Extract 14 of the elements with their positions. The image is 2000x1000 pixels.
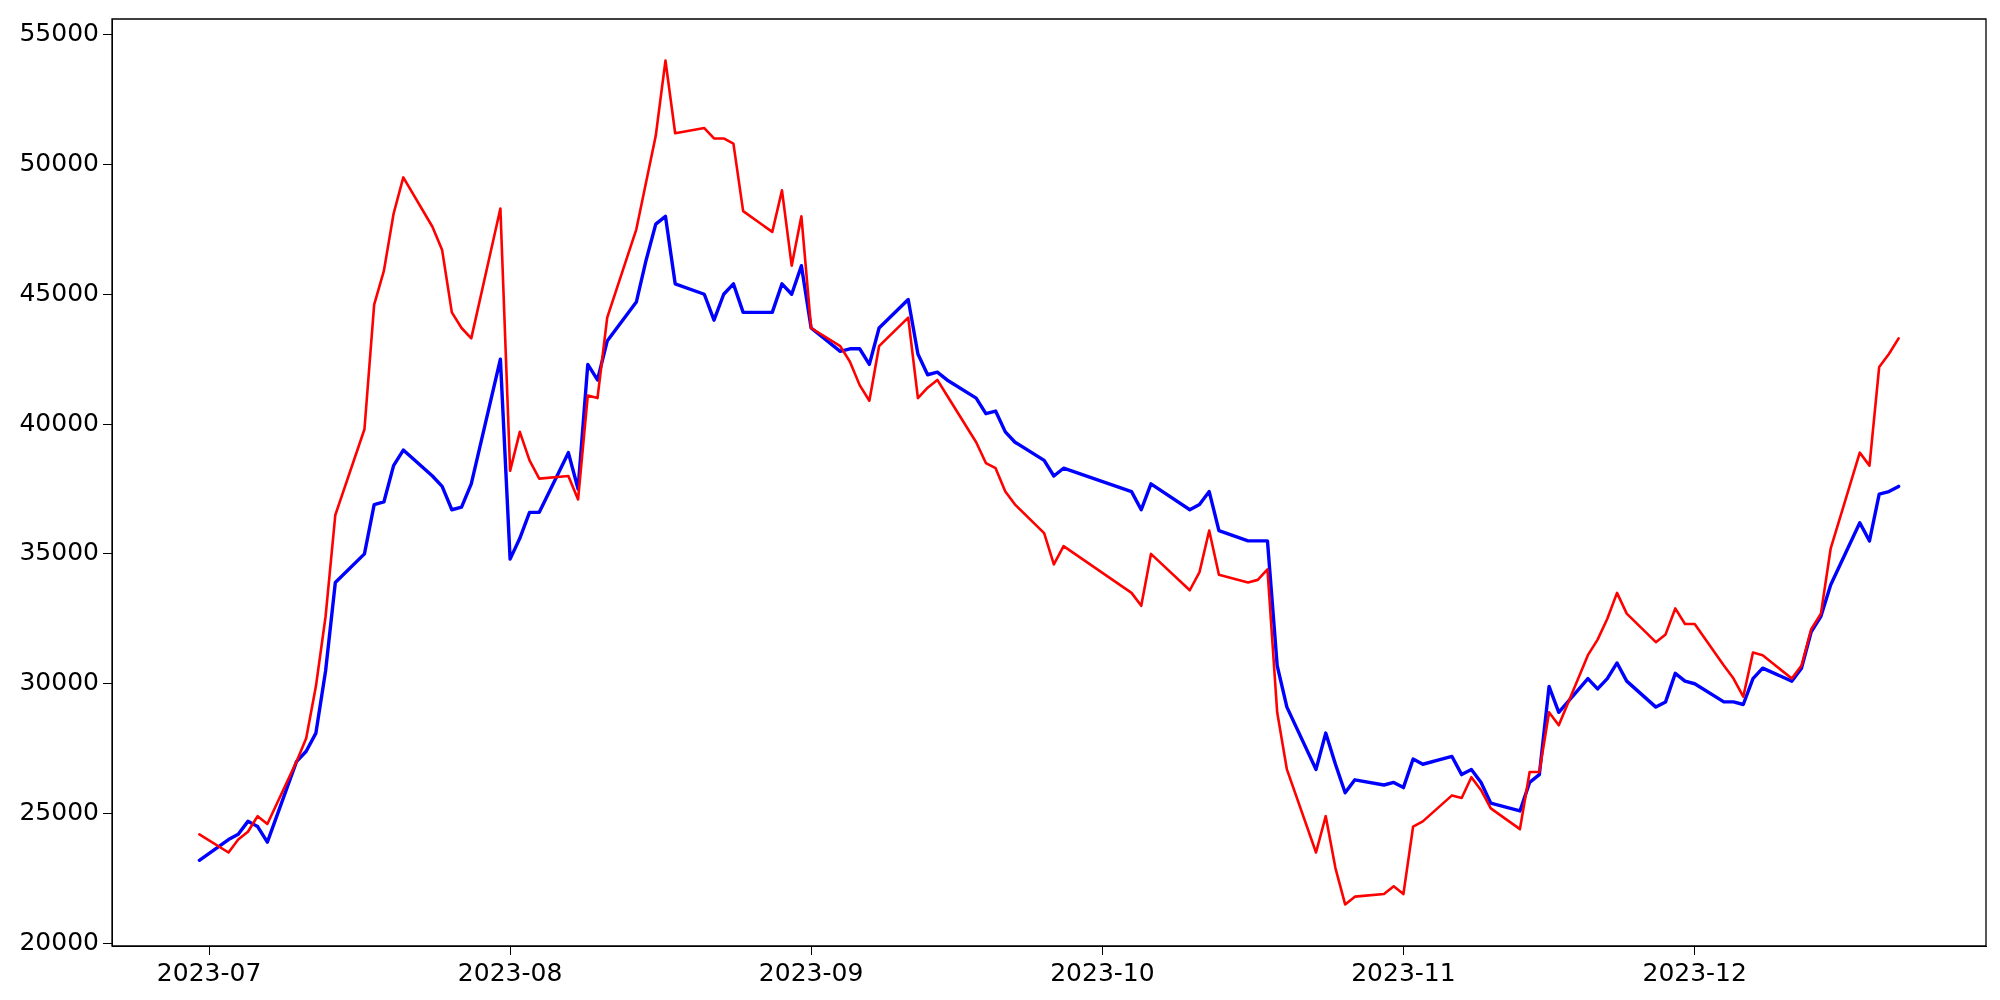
y-tick-label: 40000	[19, 407, 99, 437]
y-tick-label: 20000	[19, 926, 99, 956]
y-tick-label: 25000	[19, 797, 99, 827]
x-tick-label: 2023-11	[1351, 957, 1456, 987]
y-tick-label: 45000	[19, 277, 99, 307]
y-tick-label: 30000	[19, 667, 99, 697]
x-tick-label: 2023-12	[1642, 957, 1747, 987]
y-tick-label: 35000	[19, 537, 99, 567]
x-tick-label: 2023-10	[1050, 957, 1155, 987]
y-tick-label: 55000	[19, 18, 99, 48]
x-tick-label: 2023-08	[457, 957, 563, 987]
x-tick-label: 2023-07	[156, 957, 262, 987]
x-tick-label: 2023-09	[758, 957, 864, 987]
y-tick-label: 50000	[19, 147, 99, 177]
